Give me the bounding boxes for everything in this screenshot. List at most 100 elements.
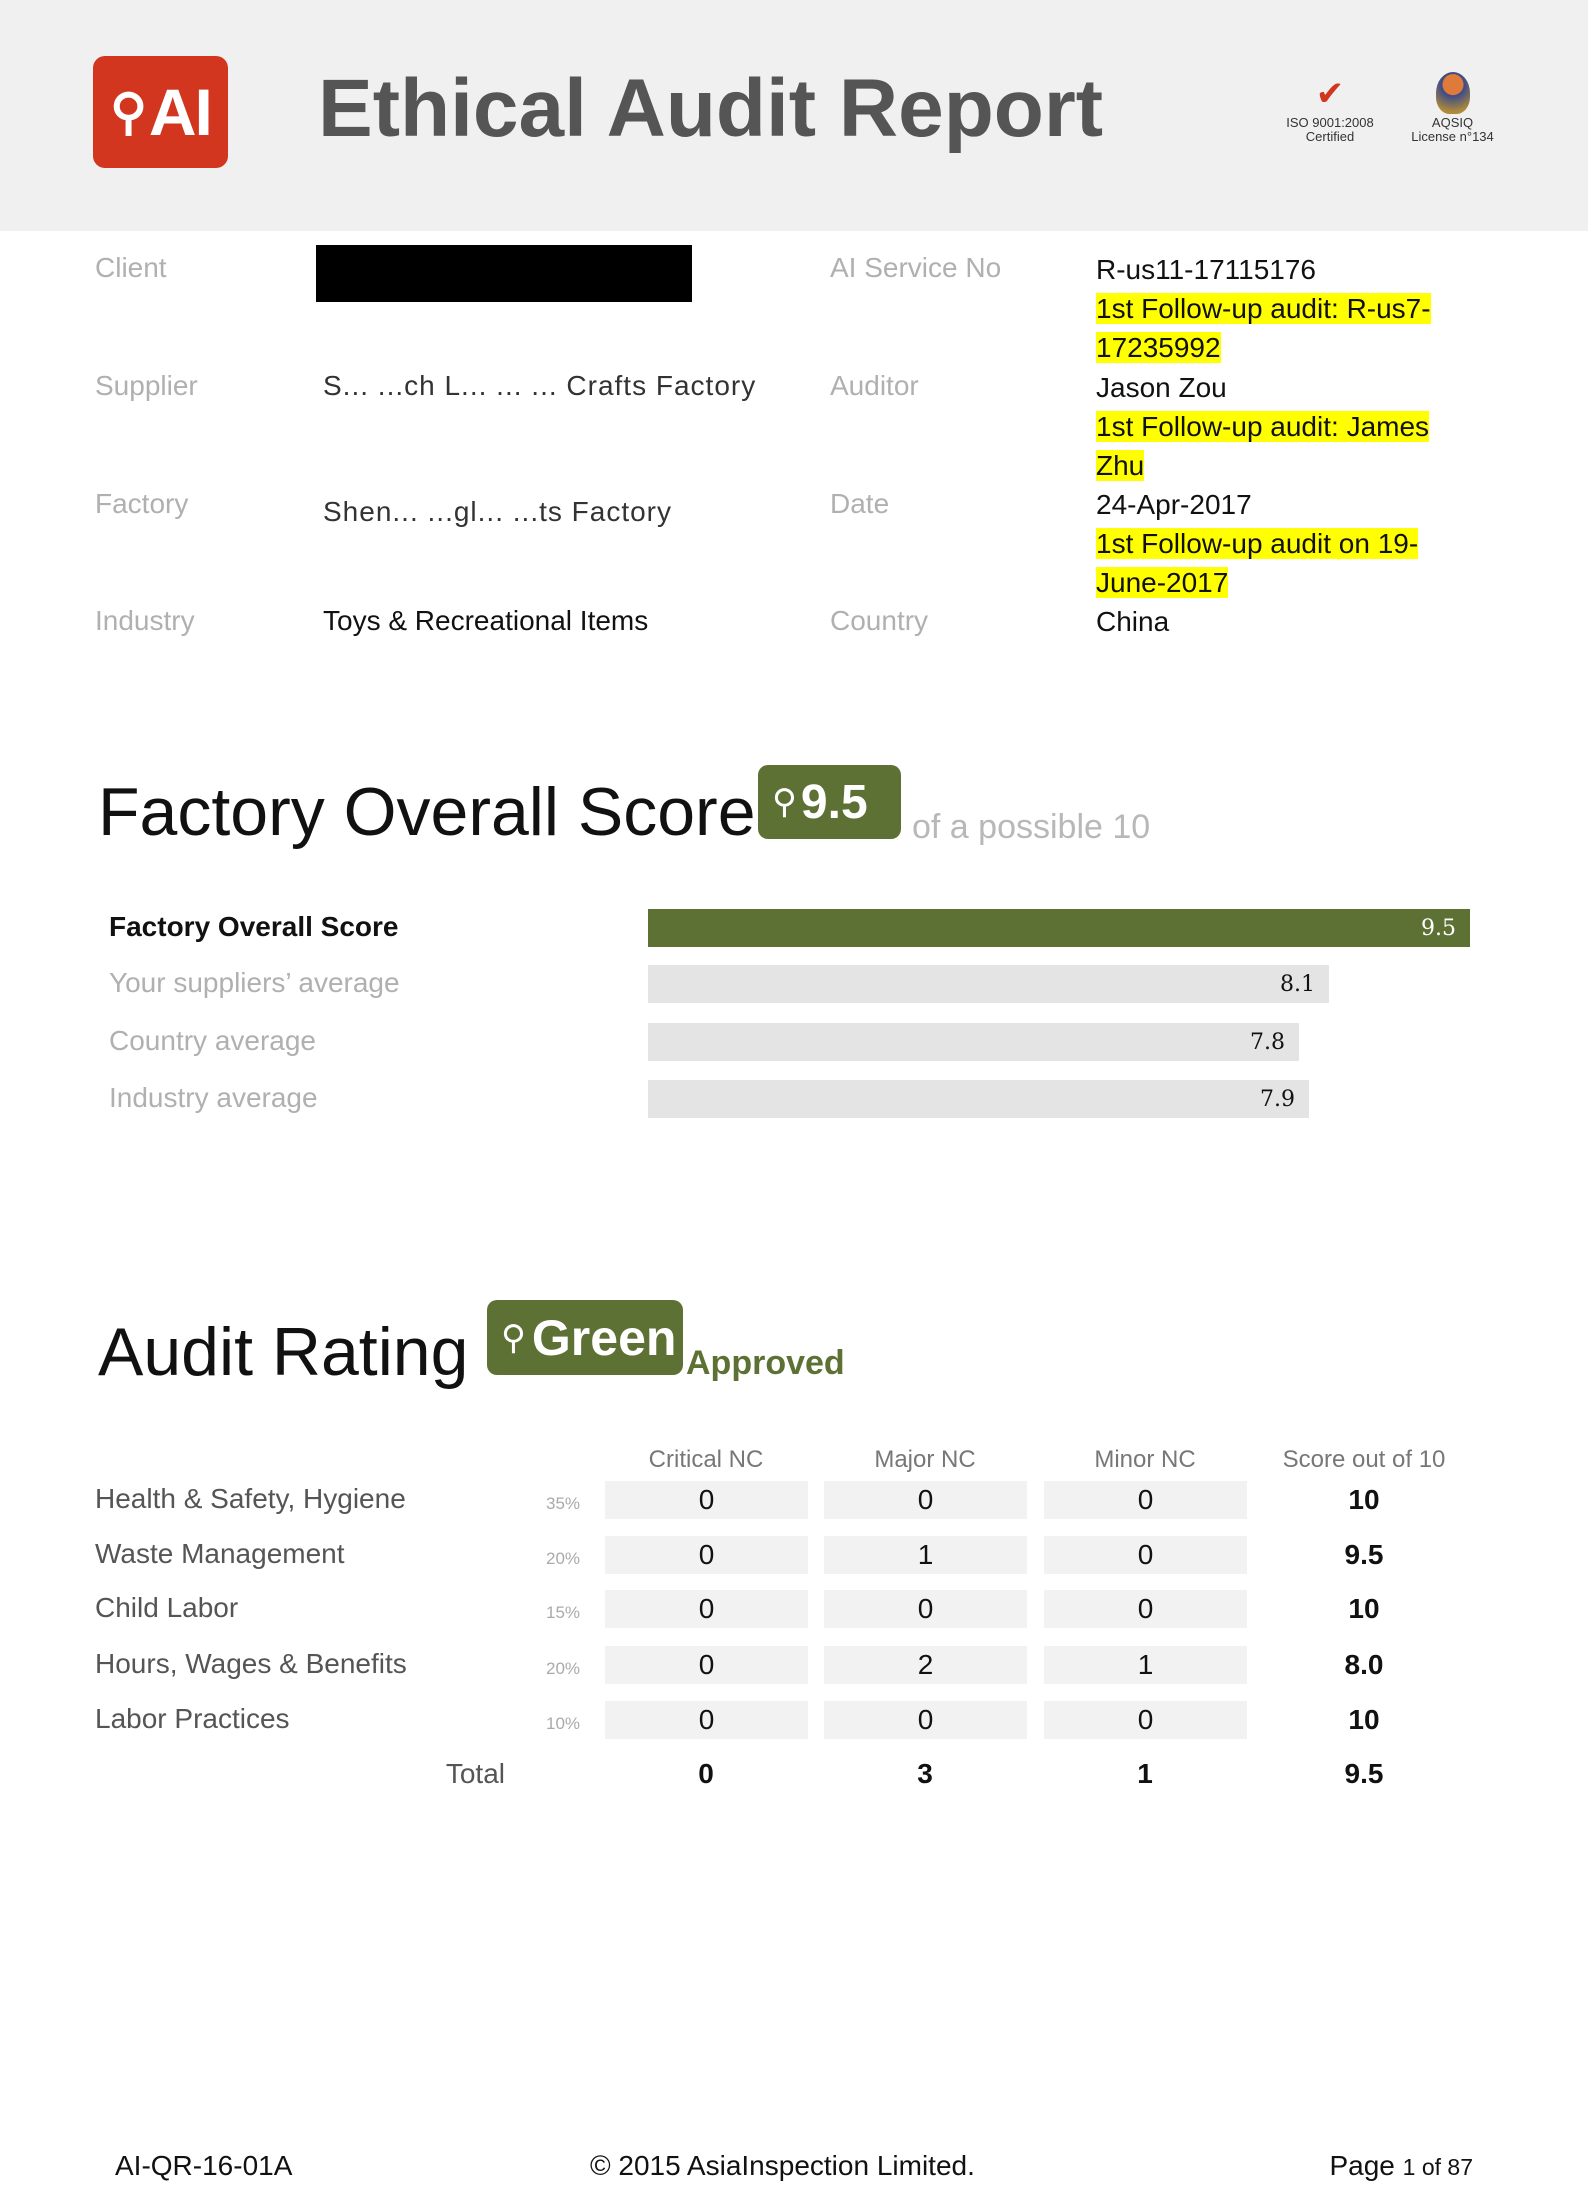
nc-cell-critical: 0 (605, 1646, 808, 1684)
nc-cell-critical: 0 (605, 1481, 808, 1519)
auditor-label: Auditor (830, 370, 919, 401)
aqsiq-emblem-icon (1435, 72, 1470, 114)
category-score: 8.0 (1344, 1649, 1384, 1680)
score-bar: 7.8 (648, 1023, 1299, 1061)
industry-value: Toys & Recreational Items (323, 605, 649, 636)
magnifier-check-icon: ✔ (1315, 75, 1345, 113)
score-bar: 7.9 (648, 1080, 1309, 1118)
nc-cell-major: 0 (824, 1481, 1027, 1519)
date-followup: 1st Follow-up audit on 19-June-2017 (1096, 528, 1419, 598)
iso-line1: ISO 9001:2008 (1286, 115, 1374, 130)
bar-value: 7.8 (1250, 1030, 1285, 1055)
category-name: Labor Practices (95, 1703, 290, 1734)
category-weight: 15% (545, 1603, 581, 1622)
nc-cell-major: 1 (824, 1536, 1027, 1574)
client-label: Client (95, 252, 167, 283)
date-block: 24-Apr-2017 1st Follow-up audit on 19-Ju… (1096, 485, 1476, 602)
nc-cell-minor: 0 (1044, 1590, 1247, 1628)
score-bar: 8.1 (648, 965, 1329, 1003)
service-followup: 1st Follow-up audit: R-us7-17235992 (1096, 293, 1431, 363)
logo-text: AI (148, 75, 213, 149)
service-no-value: R-us11-17115176 (1096, 254, 1317, 285)
date-label: Date (830, 488, 890, 519)
audit-rating-badge: ⚲ Green (487, 1300, 683, 1375)
page-indicator: Page 1 of 87 (1329, 2150, 1473, 2182)
supplier-value: S... ...ch L... ... ... Crafts Factory (323, 370, 757, 401)
bar-label: Industry average (109, 1082, 318, 1113)
page-number: 1 of 87 (1402, 2154, 1473, 2180)
category-weight: 35% (545, 1494, 581, 1513)
nc-cell-minor: 0 (1044, 1701, 1247, 1739)
copyright: © 2015 AsiaInspection Limited. (590, 2150, 975, 2181)
nc-cell-minor: 0 (1044, 1536, 1247, 1574)
auditor-followup: 1st Follow-up audit: James Zhu (1096, 411, 1430, 481)
iso-line2: Certified (1305, 129, 1355, 144)
date-value: 24-Apr-2017 (1096, 489, 1252, 520)
magnifier-icon: ⚲ (501, 1318, 526, 1357)
bar-value: 7.9 (1260, 1087, 1295, 1112)
country-label: Country (830, 605, 929, 636)
category-name: Health & Safety, Hygiene (95, 1483, 406, 1514)
factory-value: Shen... ...gl... ...ts Factory (323, 496, 673, 527)
aqsiq-license: AQSIQ License n°134 (1400, 72, 1505, 144)
category-name: Child Labor (95, 1592, 239, 1623)
category-score: 9.5 (1344, 1539, 1384, 1570)
category-weight: 20% (545, 1549, 581, 1568)
aqsiq-line2: License n°134 (1411, 129, 1494, 144)
document-code: AI-QR-16-01A (115, 2150, 293, 2181)
nc-cell-critical: 0 (605, 1590, 808, 1628)
bar-label: Your suppliers’ average (109, 967, 400, 998)
category-score: 10 (1348, 1484, 1380, 1515)
overall-score-title: Factory Overall Score (98, 774, 756, 850)
total-critical: 0 (698, 1758, 714, 1789)
client-redacted (316, 245, 692, 302)
category-score: 10 (1348, 1593, 1380, 1624)
nc-cell-major: 0 (824, 1590, 1027, 1628)
nc-cell-minor: 0 (1044, 1481, 1247, 1519)
service-no-block: R-us11-17115176 1st Follow-up audit: R-u… (1096, 250, 1476, 367)
country-value: China (1096, 606, 1170, 637)
supplier-label: Supplier (95, 370, 198, 401)
bar-value: 9.5 (1421, 916, 1456, 941)
nc-cell-critical: 0 (605, 1701, 808, 1739)
overall-score-suffix: of a possible 10 (912, 808, 1151, 846)
magnifier-icon: ⚲ (772, 783, 797, 821)
auditor-value: Jason Zou (1096, 372, 1227, 403)
iso-certification: ✔ ISO 9001:2008 Certified (1280, 72, 1380, 144)
nc-cell-minor: 1 (1044, 1646, 1247, 1684)
overall-score-value: 9.5 (800, 775, 868, 829)
audit-rating-title: Audit Rating (98, 1314, 469, 1390)
report-header (0, 0, 1588, 231)
nc-cell-critical: 0 (605, 1536, 808, 1574)
page-word: Page (1329, 2150, 1395, 2181)
column-header: Minor NC (1094, 1446, 1196, 1473)
nc-cell-major: 0 (824, 1701, 1027, 1739)
rating-status: Approved (686, 1344, 845, 1382)
category-weight: 20% (545, 1659, 581, 1678)
bar-label: Country average (109, 1025, 317, 1056)
bar-value: 8.1 (1280, 972, 1315, 997)
total-label: Total (445, 1758, 505, 1789)
bar-label: Factory Overall Score (109, 911, 399, 942)
overall-score-badge: ⚲ 9.5 (758, 765, 901, 839)
score-bar: 9.5 (648, 909, 1470, 947)
report-title: Ethical Audit Report (318, 63, 1104, 154)
category-weight: 10% (545, 1714, 581, 1733)
column-header: Critical NC (648, 1446, 764, 1473)
company-logo: ⚲ AI (93, 56, 228, 168)
column-header: Score out of 10 (1282, 1446, 1446, 1473)
total-minor: 1 (1137, 1758, 1153, 1789)
total-score: 9.5 (1344, 1758, 1384, 1789)
auditor-block: Jason Zou 1st Follow-up audit: James Zhu (1096, 368, 1476, 485)
service-no-label: AI Service No (830, 252, 1002, 283)
column-header: Major NC (874, 1446, 976, 1473)
total-major: 3 (917, 1758, 933, 1789)
category-name: Hours, Wages & Benefits (95, 1648, 407, 1679)
category-score: 10 (1348, 1704, 1380, 1735)
factory-label: Factory (95, 488, 189, 519)
aqsiq-line1: AQSIQ (1431, 115, 1474, 130)
nc-cell-major: 2 (824, 1646, 1027, 1684)
category-name: Waste Management (95, 1538, 345, 1569)
rating-badge-text: Green (531, 1309, 677, 1366)
industry-label: Industry (95, 605, 195, 636)
